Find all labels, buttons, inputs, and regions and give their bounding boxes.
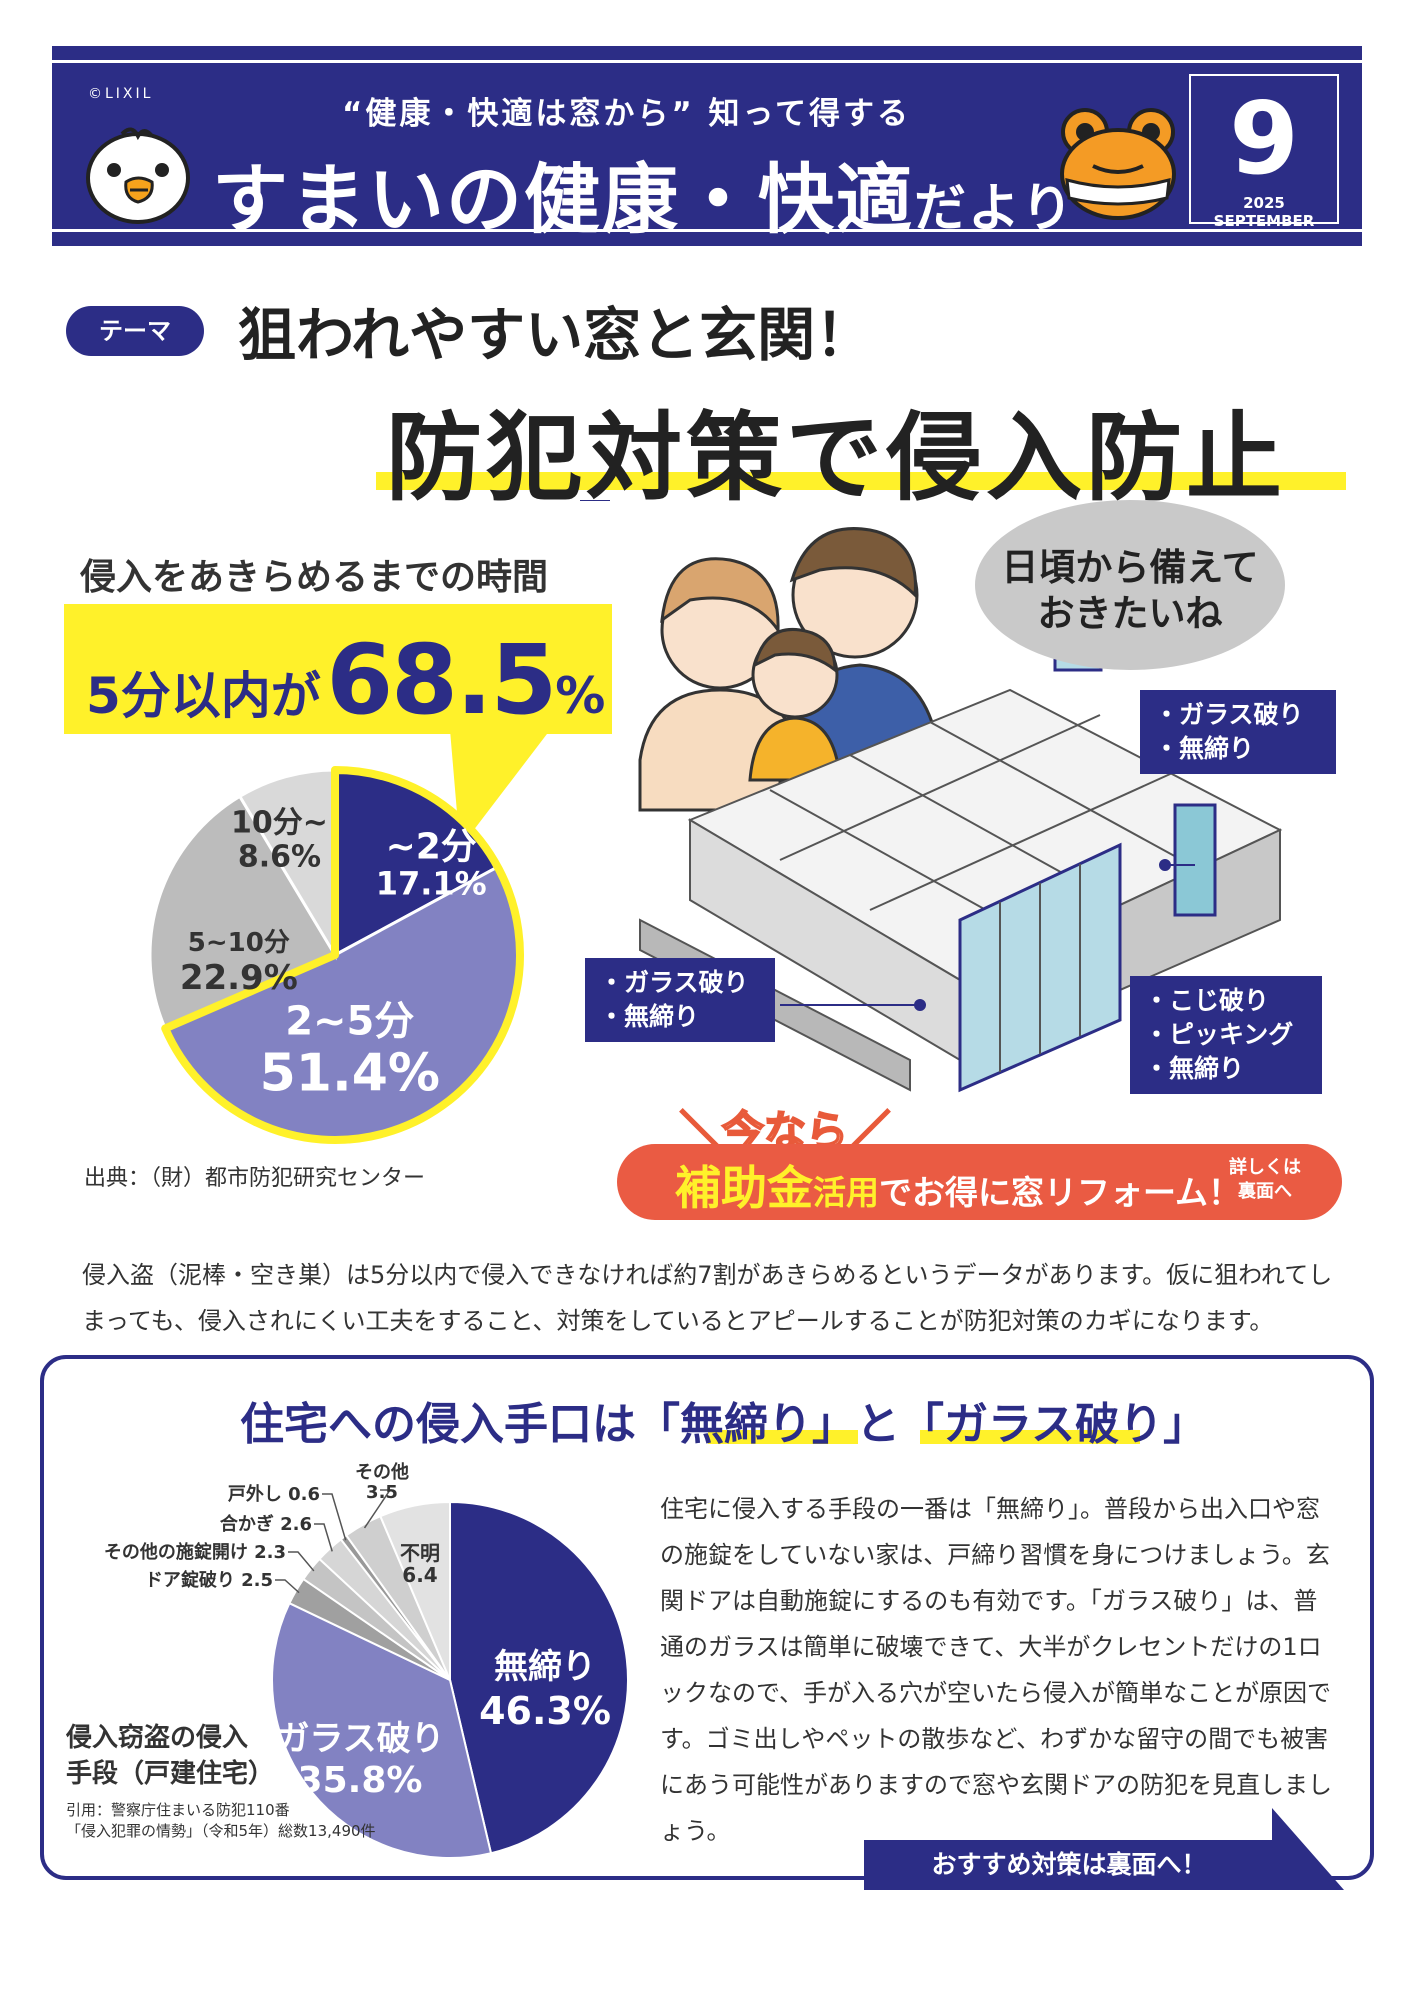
methods-title-pre: 住宅への侵入手口は (240, 1399, 636, 1450)
highlight-outline (161, 766, 524, 1144)
methods-chart-label-1: 侵入窃盗の侵入 (66, 1723, 249, 1753)
intro-paragraph: 侵入盗（泥棒・空き巣）は5分以内で侵入できなければ約7割があきらめるというデータ… (82, 1261, 1333, 1335)
label-text: ・ガラス破り (599, 968, 749, 997)
label-text: ・ガラス破り (1154, 700, 1304, 729)
issue-number: 9 (1229, 80, 1299, 197)
pie-slice (148, 794, 338, 1031)
label-door: ・こじ破り ・ピッキング ・無締り (1130, 976, 1322, 1094)
header-title: すまいの健康・快適だより (212, 138, 1075, 248)
pie-label: ドア錠破り 2.5 (145, 1569, 273, 1591)
methods-box (40, 1355, 1374, 1880)
highlight-box (64, 604, 612, 734)
title-highlight-2 (920, 1430, 1140, 1444)
copyright: ©LIXIL (88, 86, 154, 102)
citation-line-1: 引用：警察庁住まいる防犯110番 (66, 1801, 290, 1819)
theme-badge: テーマ (66, 306, 204, 356)
pie-value: 35.8% (298, 1760, 423, 1801)
pie-value: 3.5 (366, 1482, 398, 1503)
subsidy-note-line-2: 裏面へ (1238, 1181, 1292, 1202)
pie-value: 46.3% (479, 1689, 611, 1733)
pie-label: ガラス破り (275, 1719, 444, 1759)
label-text: ・無締り (1144, 1054, 1245, 1083)
pie-slice (271, 1601, 493, 1859)
methods-citation: 引用：警察庁住まいる防犯110番 「侵入犯罪の情勢」（令和5年）総数13,490… (66, 1800, 376, 1842)
pie-label: 不明 (400, 1541, 440, 1565)
pie-value: 51.4% (260, 1043, 440, 1103)
pie-label: ~2分 (386, 827, 477, 868)
pie-label: 10分~ (231, 806, 328, 841)
methods-chart-label-2: 手段（戸建住宅） (66, 1759, 275, 1789)
label-text: ・無締り (599, 1002, 700, 1031)
header-title-main: すまいの健康・快適 (212, 155, 914, 244)
highlight-number: 68.5 (326, 624, 557, 736)
house-illustration (639, 616, 1283, 1093)
subsidy-use: 活用 (813, 1173, 879, 1212)
leader-line (288, 1551, 315, 1572)
cta-text: おすすめ対策は裏面へ！ (931, 1850, 1207, 1879)
pie-value: 17.1% (376, 865, 487, 903)
methods-chart-label: 侵入窃盗の侵入 手段（戸建住宅） (66, 1720, 274, 1792)
cta-arrow-shape (864, 1808, 1344, 1890)
methods-title-kw1: 「無締り」 (636, 1399, 856, 1450)
chart-source: 出典：（財）都市防犯研究センター (84, 1166, 426, 1191)
pie-slice (449, 1500, 629, 1855)
pie-label: 2~5分 (285, 998, 414, 1044)
recommendation-cta[interactable]: おすすめ対策は裏面へ！ (864, 1808, 1344, 1890)
theme-main-title: 防犯対策で侵入防止 (386, 402, 1286, 514)
theme-headline: 狙われやすい窓と玄関！ (238, 301, 874, 369)
speech-bubble: 日頃から備えて おきたいね (975, 500, 1285, 670)
pie-value: 6.4 (402, 1563, 437, 1587)
methods-title-kw2: 「ガラス破り」 (900, 1399, 1208, 1450)
citation-line-2: 「侵入犯罪の情勢」（令和5年）総数13,490件 (66, 1822, 376, 1840)
highlight-pointer (450, 730, 550, 848)
pie-value: 8.6% (238, 840, 321, 875)
chick-mascot-icon (86, 127, 190, 224)
label-window-upper: ・ガラス破り ・無締り (1140, 690, 1336, 774)
leader-line (314, 1523, 333, 1552)
highlight-stat: 5分以内が 68.5% (86, 624, 605, 736)
leader-line (363, 1489, 392, 1529)
methods-title-mid: と (856, 1399, 900, 1450)
subsidy-keyword: 補助金 (675, 1161, 813, 1215)
label-text: ・こじ破り (1144, 986, 1270, 1015)
subsidy-note: 詳しくは 裏面へ (1229, 1156, 1301, 1204)
title-highlight-1 (708, 1430, 858, 1444)
pie-label: 5~10分 (188, 928, 290, 958)
pie-slice (379, 1500, 451, 1681)
speech-line-1: 日頃から備えて (1001, 546, 1259, 589)
subsidy-rest: でお得に窓リフォーム！ (879, 1173, 1242, 1212)
pie-label: 戸外し 0.6 (228, 1483, 320, 1505)
highlight-prefix: 5分以内が (86, 667, 321, 725)
methods-description: 住宅に侵入する手段の一番は「無締り」。普段から出入口や窓の施錠をしていない家は、… (660, 1495, 1332, 1845)
pie-label: その他の施錠開け 2.3 (104, 1541, 286, 1563)
pie-label: 無締り (494, 1647, 596, 1687)
pie-label: 合かぎ 2.6 (220, 1513, 312, 1535)
header-subtitle: “健康・快適は窓から” 知って得する (342, 96, 911, 132)
leader-line (275, 1579, 300, 1594)
intrusion-time-title: 侵入をあきらめるまでの時間 (80, 557, 549, 598)
highlight-unit: % (555, 667, 606, 725)
leader-line (322, 1493, 347, 1541)
subsidy-banner[interactable]: 補助金活用でお得に窓リフォーム！ 詳しくは 裏面へ (617, 1144, 1342, 1220)
issue-date: 2025 SEPTEMBER (1213, 194, 1315, 230)
issue-box: 9 2025 SEPTEMBER (1189, 74, 1339, 230)
pie-label: その他 (355, 1461, 409, 1483)
header-title-suffix: だより (914, 179, 1075, 239)
subsidy-note-line-1: 詳しくは (1229, 1157, 1301, 1178)
theme-underline (376, 472, 1346, 490)
label-window-lower: ・ガラス破り ・無締り (585, 958, 775, 1042)
speech-line-2: おきたいね (1037, 592, 1223, 635)
newsletter-header: ©LIXIL “健康・快適は窓から” 知って得する すまいの健康・快適だより 9… (52, 46, 1362, 246)
frog-mascot-icon (1060, 108, 1176, 220)
methods-title: 住宅への侵入手口は「無締り」と「ガラス破り」 (240, 1388, 1207, 1452)
subsidy-text: 補助金活用でお得に窓リフォーム！ (675, 1152, 1241, 1218)
label-text: ・無締り (1154, 734, 1255, 763)
house-cutaway-illustration (580, 500, 1283, 1093)
label-text: ・ピッキング (1144, 1020, 1294, 1049)
pie-value: 22.9% (180, 958, 298, 998)
